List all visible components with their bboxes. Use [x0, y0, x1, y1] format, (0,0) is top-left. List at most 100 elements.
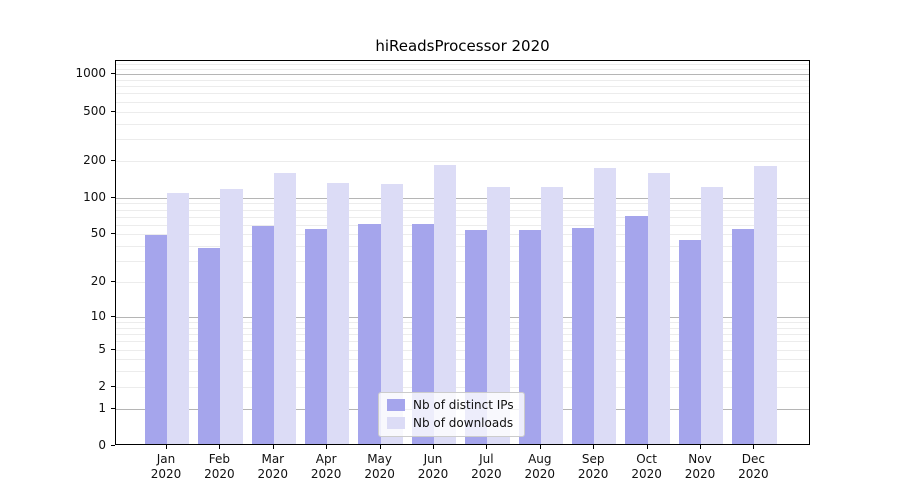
bar-distinct-ips-nov [678, 240, 701, 444]
legend: Nb of distinct IPs Nb of downloads [378, 392, 525, 437]
x-tick-label-sep: Sep 2020 [577, 452, 609, 481]
gridline-minor [116, 86, 809, 88]
chart-title: hiReadsProcessor 2020 [375, 37, 550, 55]
y-tick-mark [111, 445, 115, 446]
y-tick-mark [111, 159, 115, 161]
legend-label-downloads: Nb of downloads [413, 416, 514, 430]
bar-distinct-ips-aug [518, 230, 541, 444]
x-tick-mark [166, 445, 167, 449]
x-tick-mark [326, 445, 328, 449]
y-tick-mark [111, 316, 115, 317]
gridline-minor [116, 79, 809, 81]
x-tick-mark [272, 445, 274, 449]
y-tick-label: 5 [98, 341, 106, 356]
x-tick-mark [753, 445, 755, 449]
gridline-minor [116, 371, 809, 373]
gridline-minor [116, 69, 809, 71]
x-tick-mark [379, 445, 381, 449]
gridline-minor [116, 327, 809, 329]
legend-swatch-downloads [387, 417, 405, 429]
gridline-minor [116, 216, 809, 218]
bar-downloads-nov [701, 187, 724, 444]
legend-swatch-distinct-ips [387, 399, 405, 411]
y-tick-label: 50 [90, 226, 106, 241]
gridline-minor [116, 224, 809, 226]
y-tick-label: 1000 [75, 66, 106, 81]
bar-downloads-may [380, 184, 403, 444]
gridline-minor [116, 386, 809, 388]
x-tick-mark [433, 445, 434, 449]
x-tick-mark [486, 445, 488, 449]
x-tick-mark [700, 445, 701, 449]
gridline-minor [116, 203, 809, 205]
x-tick-mark [539, 445, 541, 449]
y-tick-mark [111, 233, 115, 235]
y-tick-label: 200 [83, 152, 106, 167]
gridline-minor [116, 160, 809, 162]
bar-distinct-ips-jul [465, 230, 488, 444]
gridline-minor [116, 123, 809, 125]
x-tick-label-apr: Apr 2020 [310, 452, 342, 481]
gridline-major [116, 74, 809, 76]
bar-distinct-ips-feb [198, 248, 221, 444]
gridline-minor [116, 334, 809, 336]
x-tick-label-jul: Jul 2020 [471, 452, 502, 481]
y-tick-mark [111, 110, 115, 112]
gridline-minor [116, 349, 809, 351]
plot-area [115, 60, 810, 445]
x-tick-mark [646, 445, 648, 449]
y-tick-label: 20 [90, 274, 106, 289]
legend-item-downloads: Nb of downloads [387, 416, 514, 430]
bar-distinct-ips-apr [304, 229, 328, 444]
gridline-minor [116, 246, 809, 248]
y-tick-mark [111, 281, 115, 283]
bar-downloads-aug [540, 186, 564, 444]
gridline-minor [116, 138, 809, 140]
bar-downloads-mar [273, 173, 297, 444]
gridline-minor [116, 111, 809, 113]
gridline-major [116, 197, 809, 199]
y-tick-label: 100 [83, 189, 106, 204]
gridline-minor [116, 64, 809, 66]
bar-downloads-oct [647, 173, 670, 444]
legend-item-distinct-ips: Nb of distinct IPs [387, 398, 514, 412]
x-tick-label-oct: Oct 2020 [631, 452, 662, 481]
gridline-minor [116, 359, 809, 361]
bar-distinct-ips-oct [625, 216, 648, 444]
bar-distinct-ips-jan [144, 234, 167, 444]
bar-distinct-ips-jun [411, 223, 434, 444]
x-tick-label-aug: Aug 2020 [524, 452, 556, 481]
x-tick-label-feb: Feb 2020 [204, 452, 235, 481]
bar-distinct-ips-sep [571, 228, 595, 444]
gridline-minor [116, 234, 809, 236]
bar-downloads-jul [487, 186, 510, 444]
gridline-minor [116, 282, 809, 284]
y-tick-mark [111, 73, 115, 75]
y-tick-mark [111, 407, 115, 409]
y-tick-label: 500 [83, 103, 106, 118]
bar-downloads-jan [167, 193, 190, 444]
bar-downloads-jun [434, 164, 457, 444]
x-tick-label-jan: Jan 2020 [150, 452, 182, 481]
gridline-minor [116, 322, 809, 324]
x-tick-mark [593, 445, 595, 449]
bar-distinct-ips-mar [251, 226, 274, 444]
x-tick-label-dec: Dec 2020 [738, 452, 769, 481]
y-tick-mark [111, 196, 115, 198]
bar-distinct-ips-may [358, 223, 381, 444]
gridline-minor [116, 209, 809, 211]
x-tick-label-may: May 2020 [364, 452, 395, 481]
x-tick-label-jun: Jun 2020 [417, 452, 449, 481]
legend-label-distinct-ips: Nb of distinct IPs [413, 398, 514, 412]
x-tick-mark [219, 445, 221, 449]
bar-downloads-feb [220, 189, 243, 444]
bar-downloads-apr [327, 183, 350, 444]
gridline-minor [116, 93, 809, 95]
x-tick-label-nov: Nov 2020 [684, 452, 716, 481]
y-tick-label: 0 [98, 438, 106, 452]
gridline-major [116, 317, 809, 318]
bar-downloads-dec [754, 165, 777, 444]
x-tick-label-mar: Mar 2020 [257, 452, 289, 481]
y-tick-label: 1 [98, 400, 106, 415]
